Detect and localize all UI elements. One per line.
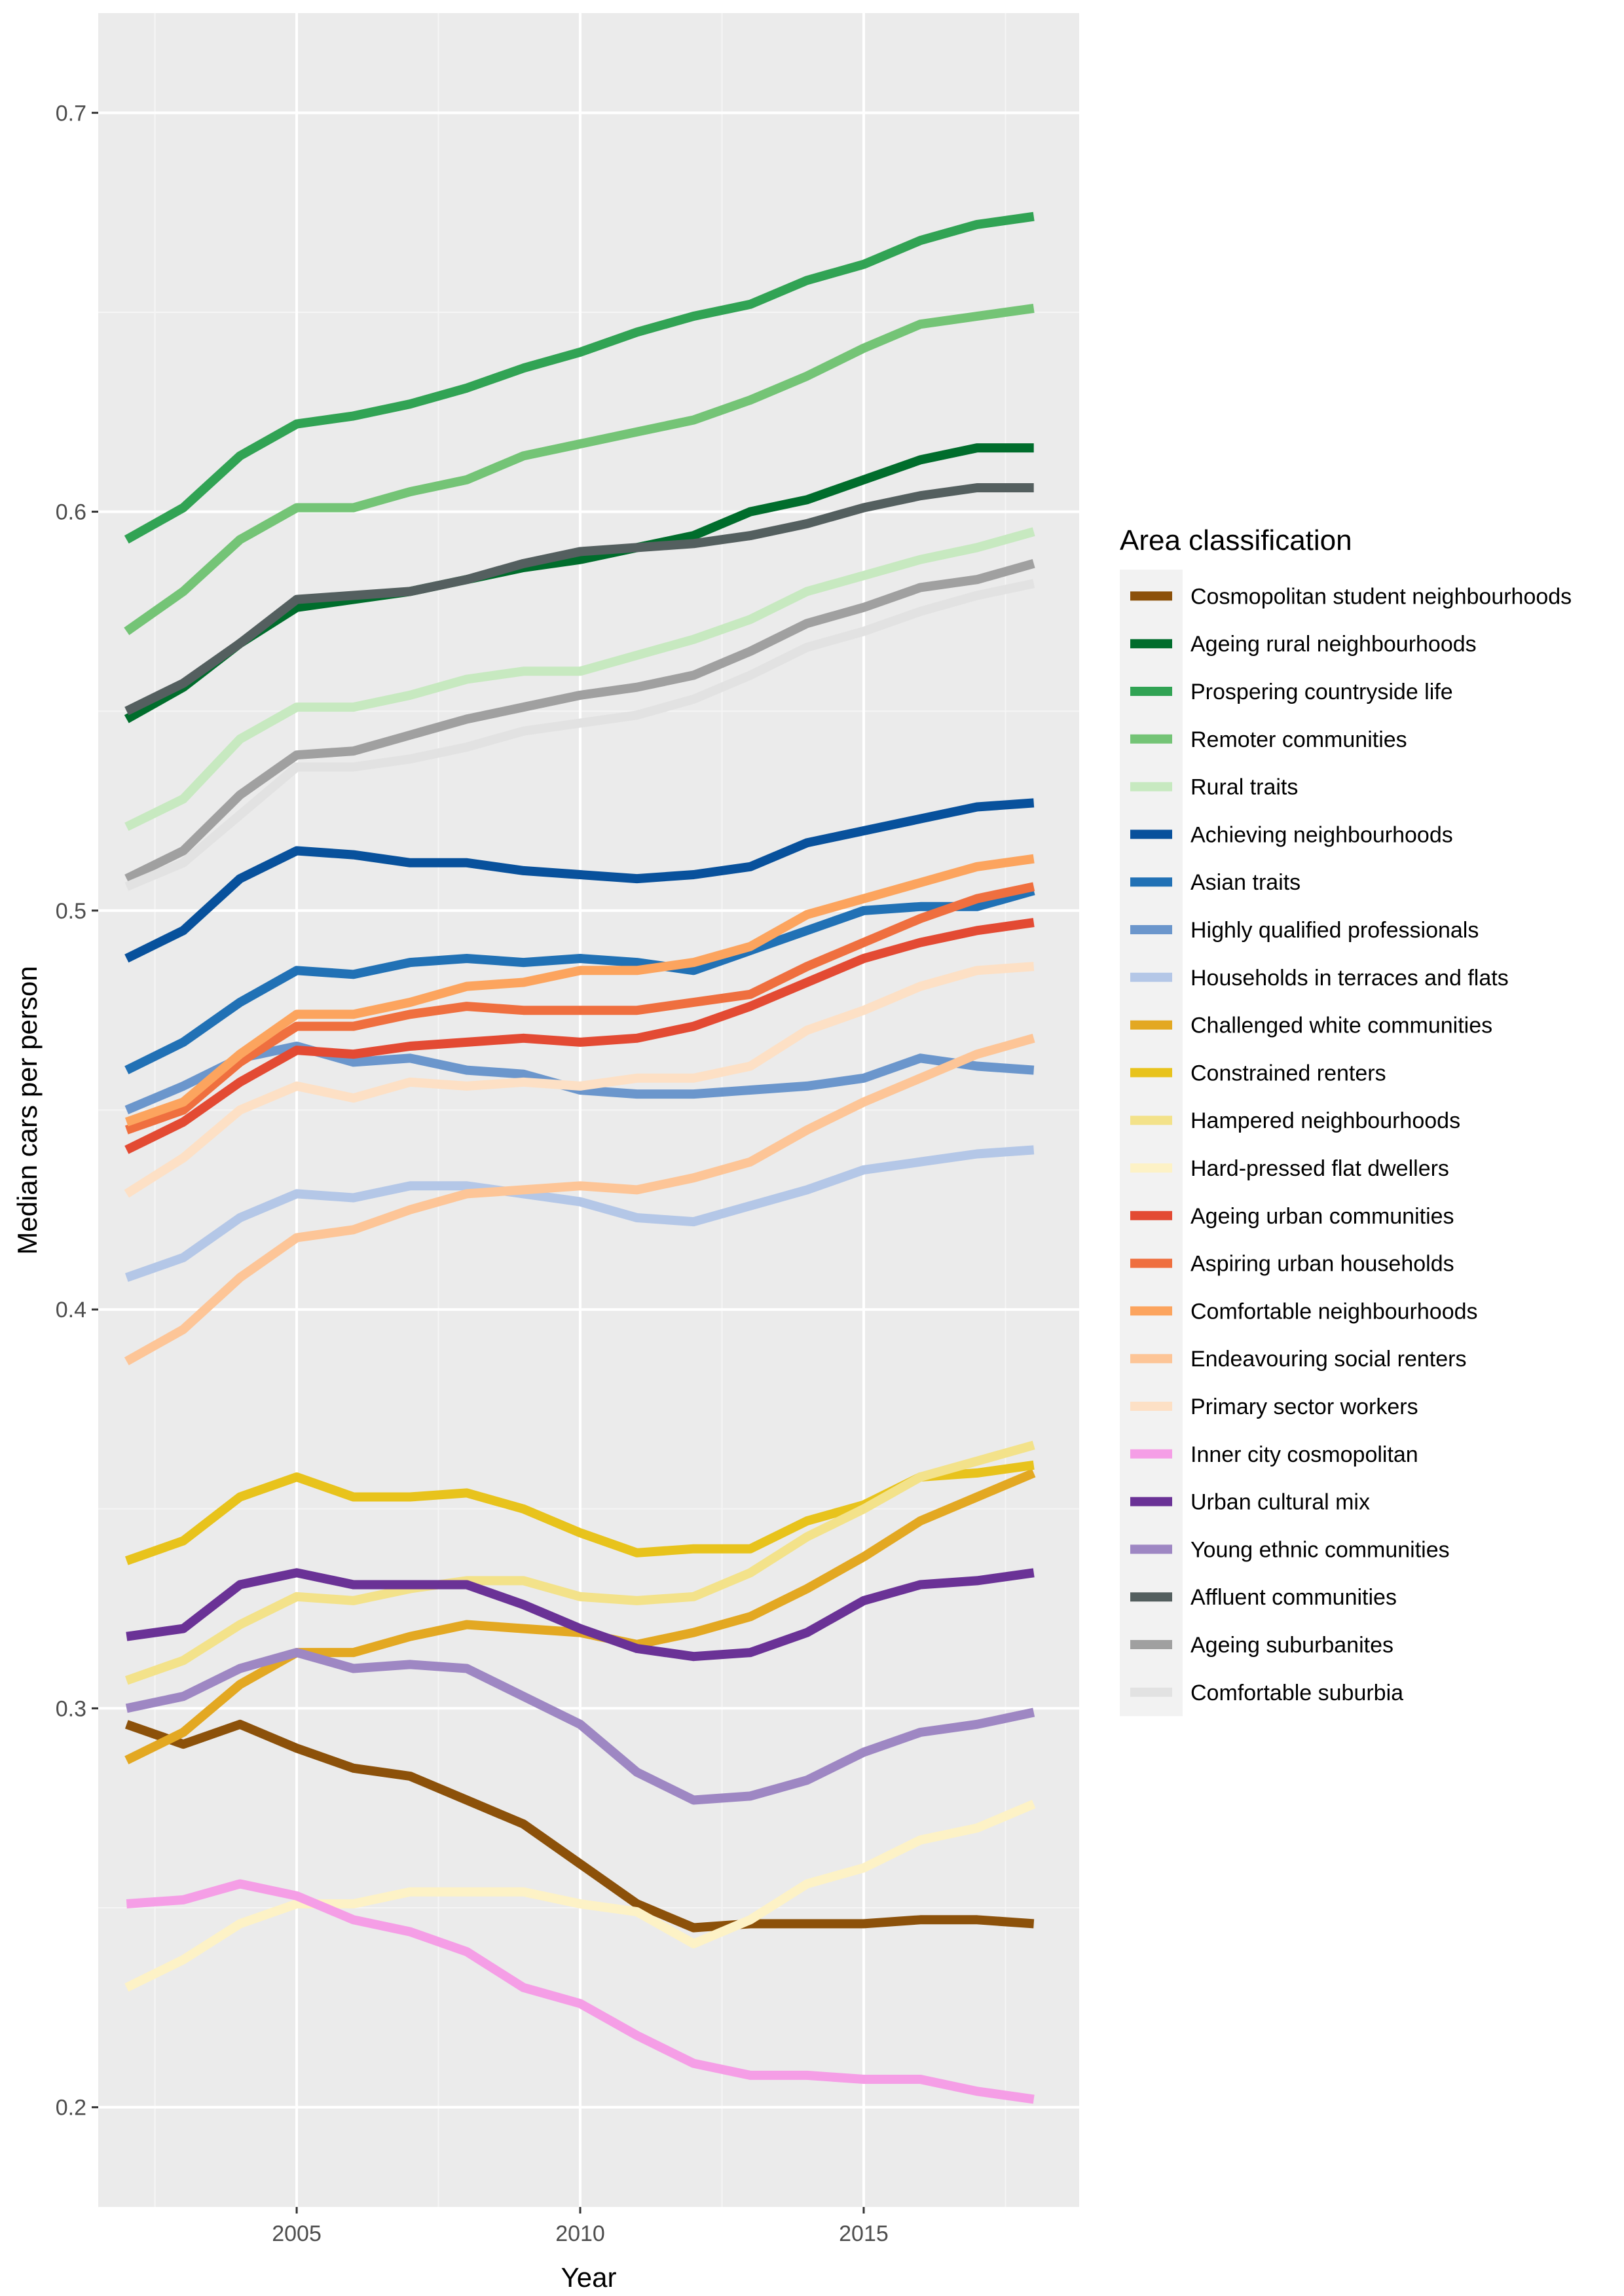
legend-label: Hard-pressed flat dwellers [1190,1156,1449,1181]
legend-label: Aspiring urban households [1190,1252,1454,1277]
legend-label: Hampered neighbourhoods [1190,1108,1460,1133]
series-line [125,1648,1035,1805]
series-line [124,798,1035,963]
series-lines [124,211,1036,2104]
series-line [124,579,1035,891]
x-tick-label: 2010 [555,2221,605,2246]
series-line [126,1879,1035,2104]
legend-items: Cosmopolitan student neighbourhoods Agein… [1128,573,1572,1715]
legend-label: Ageing rural neighbourhoods [1190,632,1477,657]
grid-major [98,13,1079,2207]
legend-title: Area classification [1120,524,1352,556]
y-tick-label: 0.6 [56,500,86,525]
y-tick-label: 0.7 [56,101,86,126]
legend-label: Challenged white communities [1190,1013,1492,1038]
series-line [124,1800,1036,1992]
legend-label: Comfortable neighbourhoods [1190,1299,1478,1324]
series-line [124,918,1035,1154]
legend-label: Urban cultural mix [1190,1490,1370,1515]
series-line [124,1145,1035,1283]
legend-label: Cosmopolitan student neighbourhoods [1190,584,1572,609]
series-line [124,882,1035,1135]
legend: Area classification Cosmopolitan student… [1120,524,1572,1717]
series-line [124,303,1035,636]
y-tick-label: 0.2 [56,2096,86,2121]
series-line [124,483,1034,716]
y-axis: 0.2 0.3 0.4 0.5 0.6 0.7 [56,101,98,2121]
series-line [124,1034,1035,1366]
x-axis-title: Year [561,2262,617,2293]
legend-label: Constrained renters [1190,1061,1386,1085]
x-tick-label: 2015 [839,2221,889,2246]
series-line [124,1719,1035,1933]
y-axis-title: Median cars per person [12,966,43,1254]
series-line [124,962,1035,1198]
y-tick-label: 0.4 [56,1298,86,1322]
series-line [124,527,1035,831]
series-line [124,854,1035,1127]
legend-label: Affluent communities [1190,1585,1397,1610]
y-tick-label: 0.3 [56,1696,86,1721]
legend-label: Prospering countryside life [1190,680,1453,704]
series-line [126,1568,1035,1662]
series-line [124,886,1035,1074]
legend-label: Households in terraces and flats [1190,966,1509,991]
legend-label: Young ethnic communities [1190,1537,1450,1562]
legend-label: Primary sector workers [1190,1394,1418,1419]
legend-label: Highly qualified professionals [1190,918,1479,943]
legend-label: Ageing urban communities [1190,1204,1454,1229]
x-tick-label: 2005 [272,2221,322,2246]
legend-label: Achieving neighbourhoods [1190,822,1453,847]
legend-label: Ageing suburbanites [1190,1633,1393,1658]
legend-label: Asian traits [1190,870,1301,895]
series-line [124,211,1035,544]
x-axis: 2005 2010 2015 [272,2207,889,2246]
series-line [124,1440,1035,1685]
legend-label: Endeavouring social renters [1190,1347,1466,1372]
legend-label: Comfortable suburbia [1190,1681,1403,1705]
series-line [124,559,1035,883]
y-tick-label: 0.5 [56,899,86,924]
legend-label: Remoter communities [1190,727,1407,752]
legend-label: Inner city cosmopolitan [1190,1442,1418,1467]
legend-label: Rural traits [1190,775,1298,800]
grid-minor [98,13,1079,2207]
